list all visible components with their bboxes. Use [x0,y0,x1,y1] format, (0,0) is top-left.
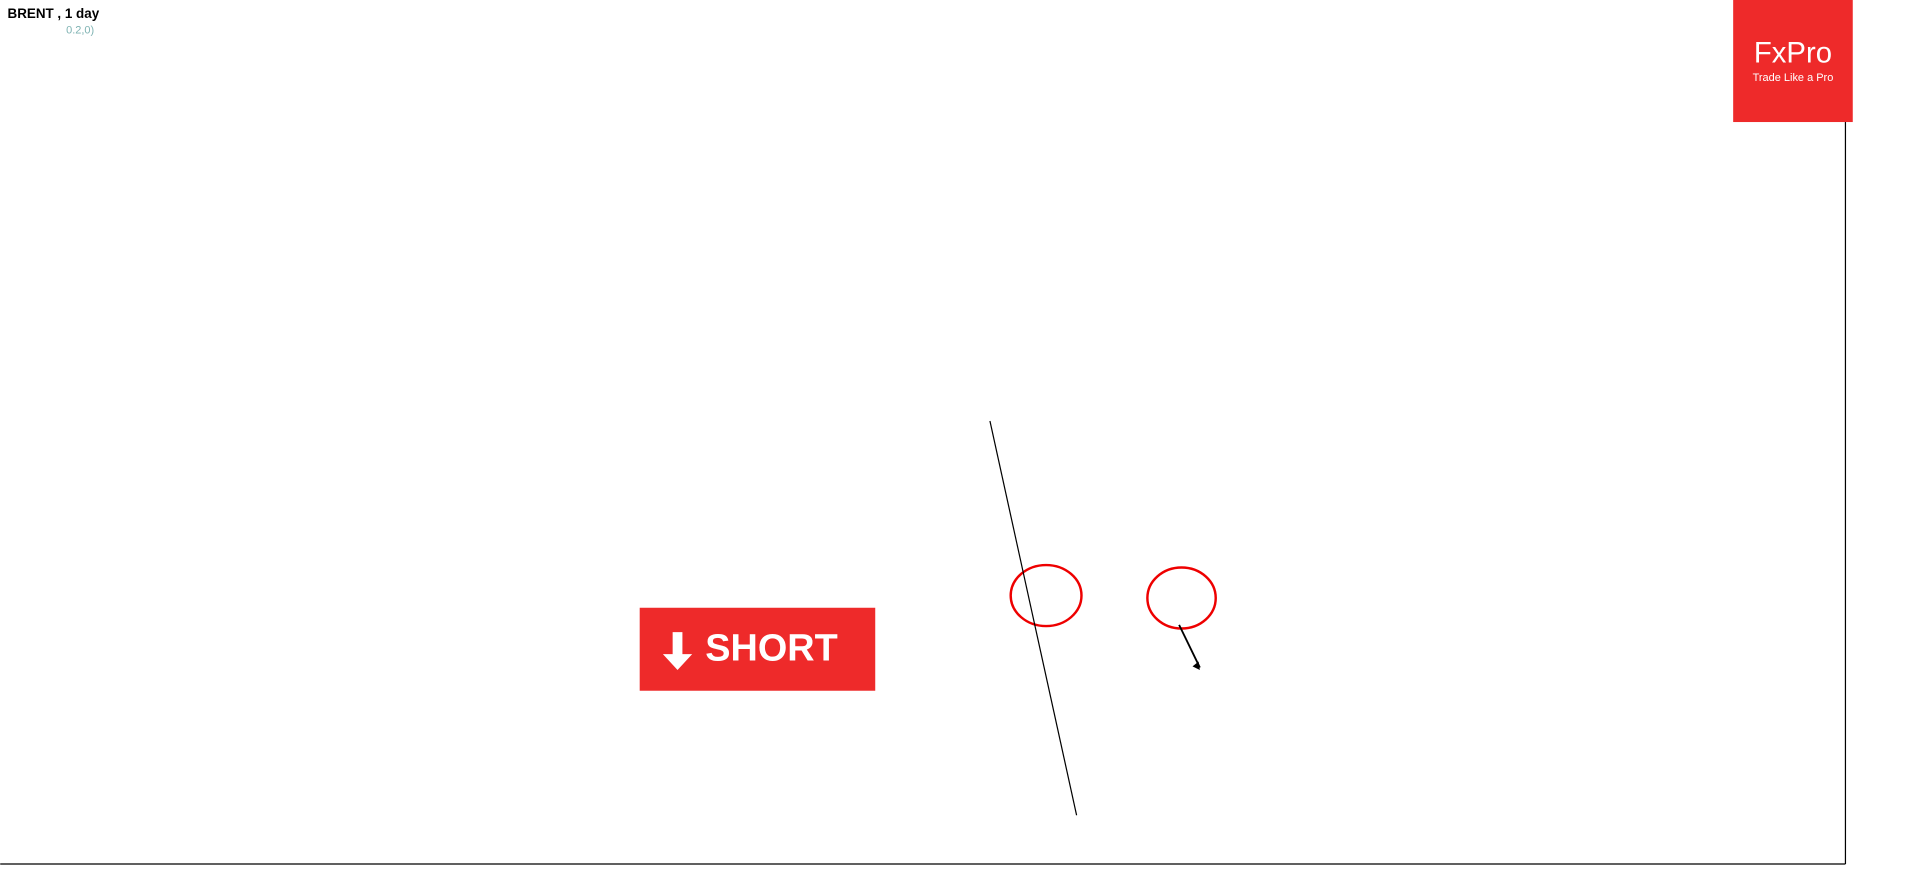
signal-banner: SHORT [639,607,876,691]
highlight-circle [1009,563,1083,628]
indicator-label: 0.2,0) [66,24,94,36]
signal-text: SHORT [705,627,837,669]
logo-tagline: Trade Like a Pro [1753,72,1834,84]
arrow-head [1192,661,1200,670]
logo-name: FxPro [1754,37,1832,70]
wave-line [989,420,1078,816]
down-arrow [662,632,693,670]
projection-arrow [1178,624,1201,668]
chart-title: BRENT , 1 day [8,6,100,21]
logo-box [1733,0,1853,123]
